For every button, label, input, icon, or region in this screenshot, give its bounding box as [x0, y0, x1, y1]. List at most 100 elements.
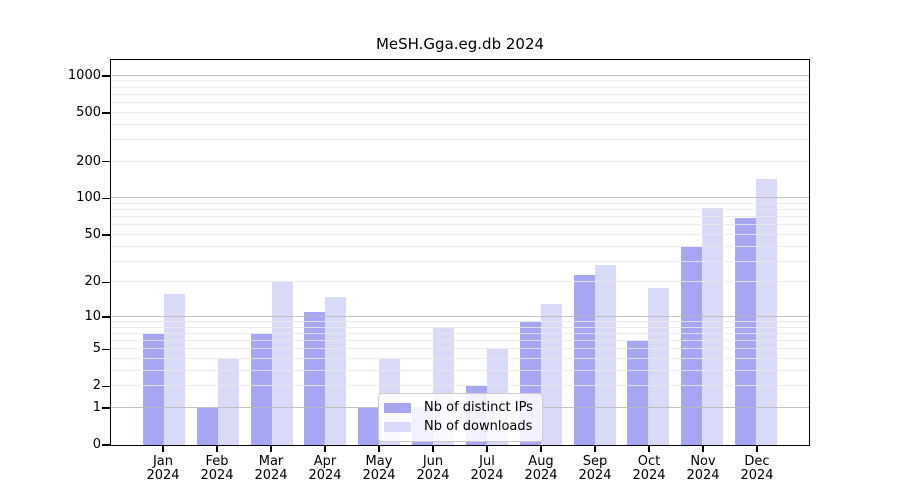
- x-label-year: 2024: [632, 468, 666, 483]
- bar-distinct-ips-jan: [142, 333, 164, 445]
- x-label-month: Oct: [637, 454, 661, 469]
- x-label-sep: Sep 2024: [568, 446, 622, 483]
- x-tick: [378, 446, 380, 452]
- y-tick-label: 1: [92, 400, 101, 415]
- y-tick: [102, 316, 110, 318]
- x-label-aug: Aug 2024: [514, 446, 568, 483]
- y-tick: [102, 112, 110, 114]
- x-label-month: Dec: [744, 454, 770, 469]
- bar-downloads-apr: [325, 296, 347, 445]
- x-label-feb: Feb 2024: [190, 446, 244, 483]
- bar-downloads-feb: [217, 359, 239, 445]
- bar-distinct-ips-oct: [627, 341, 649, 445]
- y-tick: [102, 75, 110, 77]
- legend-label-distinct-ips: Nb of distinct IPs: [424, 400, 533, 415]
- bar-distinct-ips-feb: [196, 408, 218, 445]
- bar-downloads-oct: [648, 287, 670, 445]
- plot-area: Nb of distinct IPs Nb of downloads 0 1 2 5 1…: [68, 59, 810, 452]
- bar-downloads-aug: [540, 303, 562, 445]
- bar-downloads-dec: [756, 179, 778, 445]
- y-tick-label: 200: [76, 153, 101, 169]
- y-tick-label: 100: [76, 190, 101, 206]
- x-label-year: 2024: [416, 468, 450, 483]
- y-tick-label: 1000: [67, 67, 101, 83]
- legend-label-downloads: Nb of downloads: [424, 419, 533, 434]
- bar-distinct-ips-nov: [681, 246, 703, 445]
- x-label-oct: Oct 2024: [622, 446, 676, 483]
- bar-distinct-ips-apr: [304, 312, 326, 445]
- x-tick: [756, 446, 758, 452]
- y-tick: [102, 407, 110, 409]
- bar-distinct-ips-dec: [735, 217, 757, 445]
- legend-item-distinct-ips: Nb of distinct IPs: [384, 400, 537, 416]
- x-label-month: Jul: [479, 454, 495, 469]
- y-tick: [102, 160, 110, 163]
- bars-layer: [111, 60, 809, 445]
- x-label-jul: Jul 2024: [460, 446, 514, 483]
- x-label-year: 2024: [686, 468, 720, 483]
- x-tick: [486, 446, 488, 452]
- x-label-year: 2024: [578, 468, 612, 483]
- bar-distinct-ips-mar: [250, 333, 272, 445]
- bar-downloads-jan: [163, 293, 185, 445]
- x-tick: [324, 446, 326, 452]
- x-label-apr: Apr 2024: [298, 446, 352, 483]
- y-tick: [102, 234, 110, 236]
- legend: Nb of distinct IPs Nb of downloads: [378, 393, 543, 442]
- month-group-oct: [621, 287, 675, 445]
- legend-swatch-downloads: [384, 422, 411, 432]
- x-label-year: 2024: [470, 468, 504, 483]
- x-label-year: 2024: [146, 468, 180, 483]
- y-tick-label: 5: [92, 341, 101, 357]
- x-tick: [432, 446, 434, 452]
- x-label-month: Apr: [313, 454, 337, 469]
- month-group-sep: [568, 265, 622, 445]
- x-axis: Jan 2024 Feb 2024 Mar 2024 Apr 2024 May 2024 Jun 20…: [110, 446, 810, 483]
- y-tick: [102, 281, 110, 283]
- x-label-month: Aug: [528, 454, 554, 469]
- x-label-jan: Jan 2024: [136, 446, 190, 483]
- month-group-mar: [245, 282, 299, 445]
- legend-swatch-distinct-ips: [384, 403, 411, 413]
- x-tick: [270, 446, 272, 452]
- bar-downloads-mar: [271, 282, 293, 445]
- x-label-month: May: [365, 454, 393, 469]
- legend-item-downloads: Nb of downloads: [384, 419, 537, 435]
- x-label-dec: Dec 2024: [730, 446, 784, 483]
- x-label-year: 2024: [524, 468, 558, 483]
- x-label-month: Jun: [422, 454, 444, 469]
- bar-distinct-ips-may: [358, 408, 380, 445]
- chart-title: MeSH.Gga.eg.db 2024: [375, 35, 545, 53]
- x-label-month: Nov: [690, 454, 716, 469]
- x-tick: [540, 446, 542, 452]
- x-label-mar: Mar 2024: [244, 446, 298, 483]
- x-tick: [162, 446, 164, 452]
- y-tick: [102, 197, 110, 200]
- y-tick-label: 2: [92, 378, 101, 394]
- x-tick: [216, 446, 218, 452]
- y-tick: [102, 348, 110, 350]
- y-tick: [102, 444, 110, 446]
- y-tick-label: 50: [84, 226, 101, 242]
- y-tick-label: 10: [84, 308, 101, 324]
- x-label-month: Sep: [582, 454, 608, 469]
- month-group-jan: [137, 293, 191, 445]
- x-label-month: Mar: [258, 454, 284, 469]
- x-tick: [702, 446, 704, 452]
- y-tick: [102, 385, 110, 387]
- x-label-month: Jan: [152, 454, 174, 469]
- x-label-year: 2024: [254, 468, 288, 483]
- x-label-may: May 2024: [352, 446, 406, 483]
- month-group-feb: [191, 359, 245, 445]
- x-label-month: Feb: [205, 454, 229, 469]
- x-label-jun: Jun 2024: [406, 446, 460, 483]
- y-tick-label: 20: [84, 274, 101, 290]
- x-label-nov: Nov 2024: [676, 446, 730, 483]
- x-label-year: 2024: [740, 468, 774, 483]
- x-tick: [648, 446, 650, 452]
- x-label-year: 2024: [362, 468, 396, 483]
- bar-downloads-sep: [594, 265, 616, 445]
- x-label-year: 2024: [308, 468, 342, 483]
- bar-distinct-ips-sep: [573, 275, 595, 445]
